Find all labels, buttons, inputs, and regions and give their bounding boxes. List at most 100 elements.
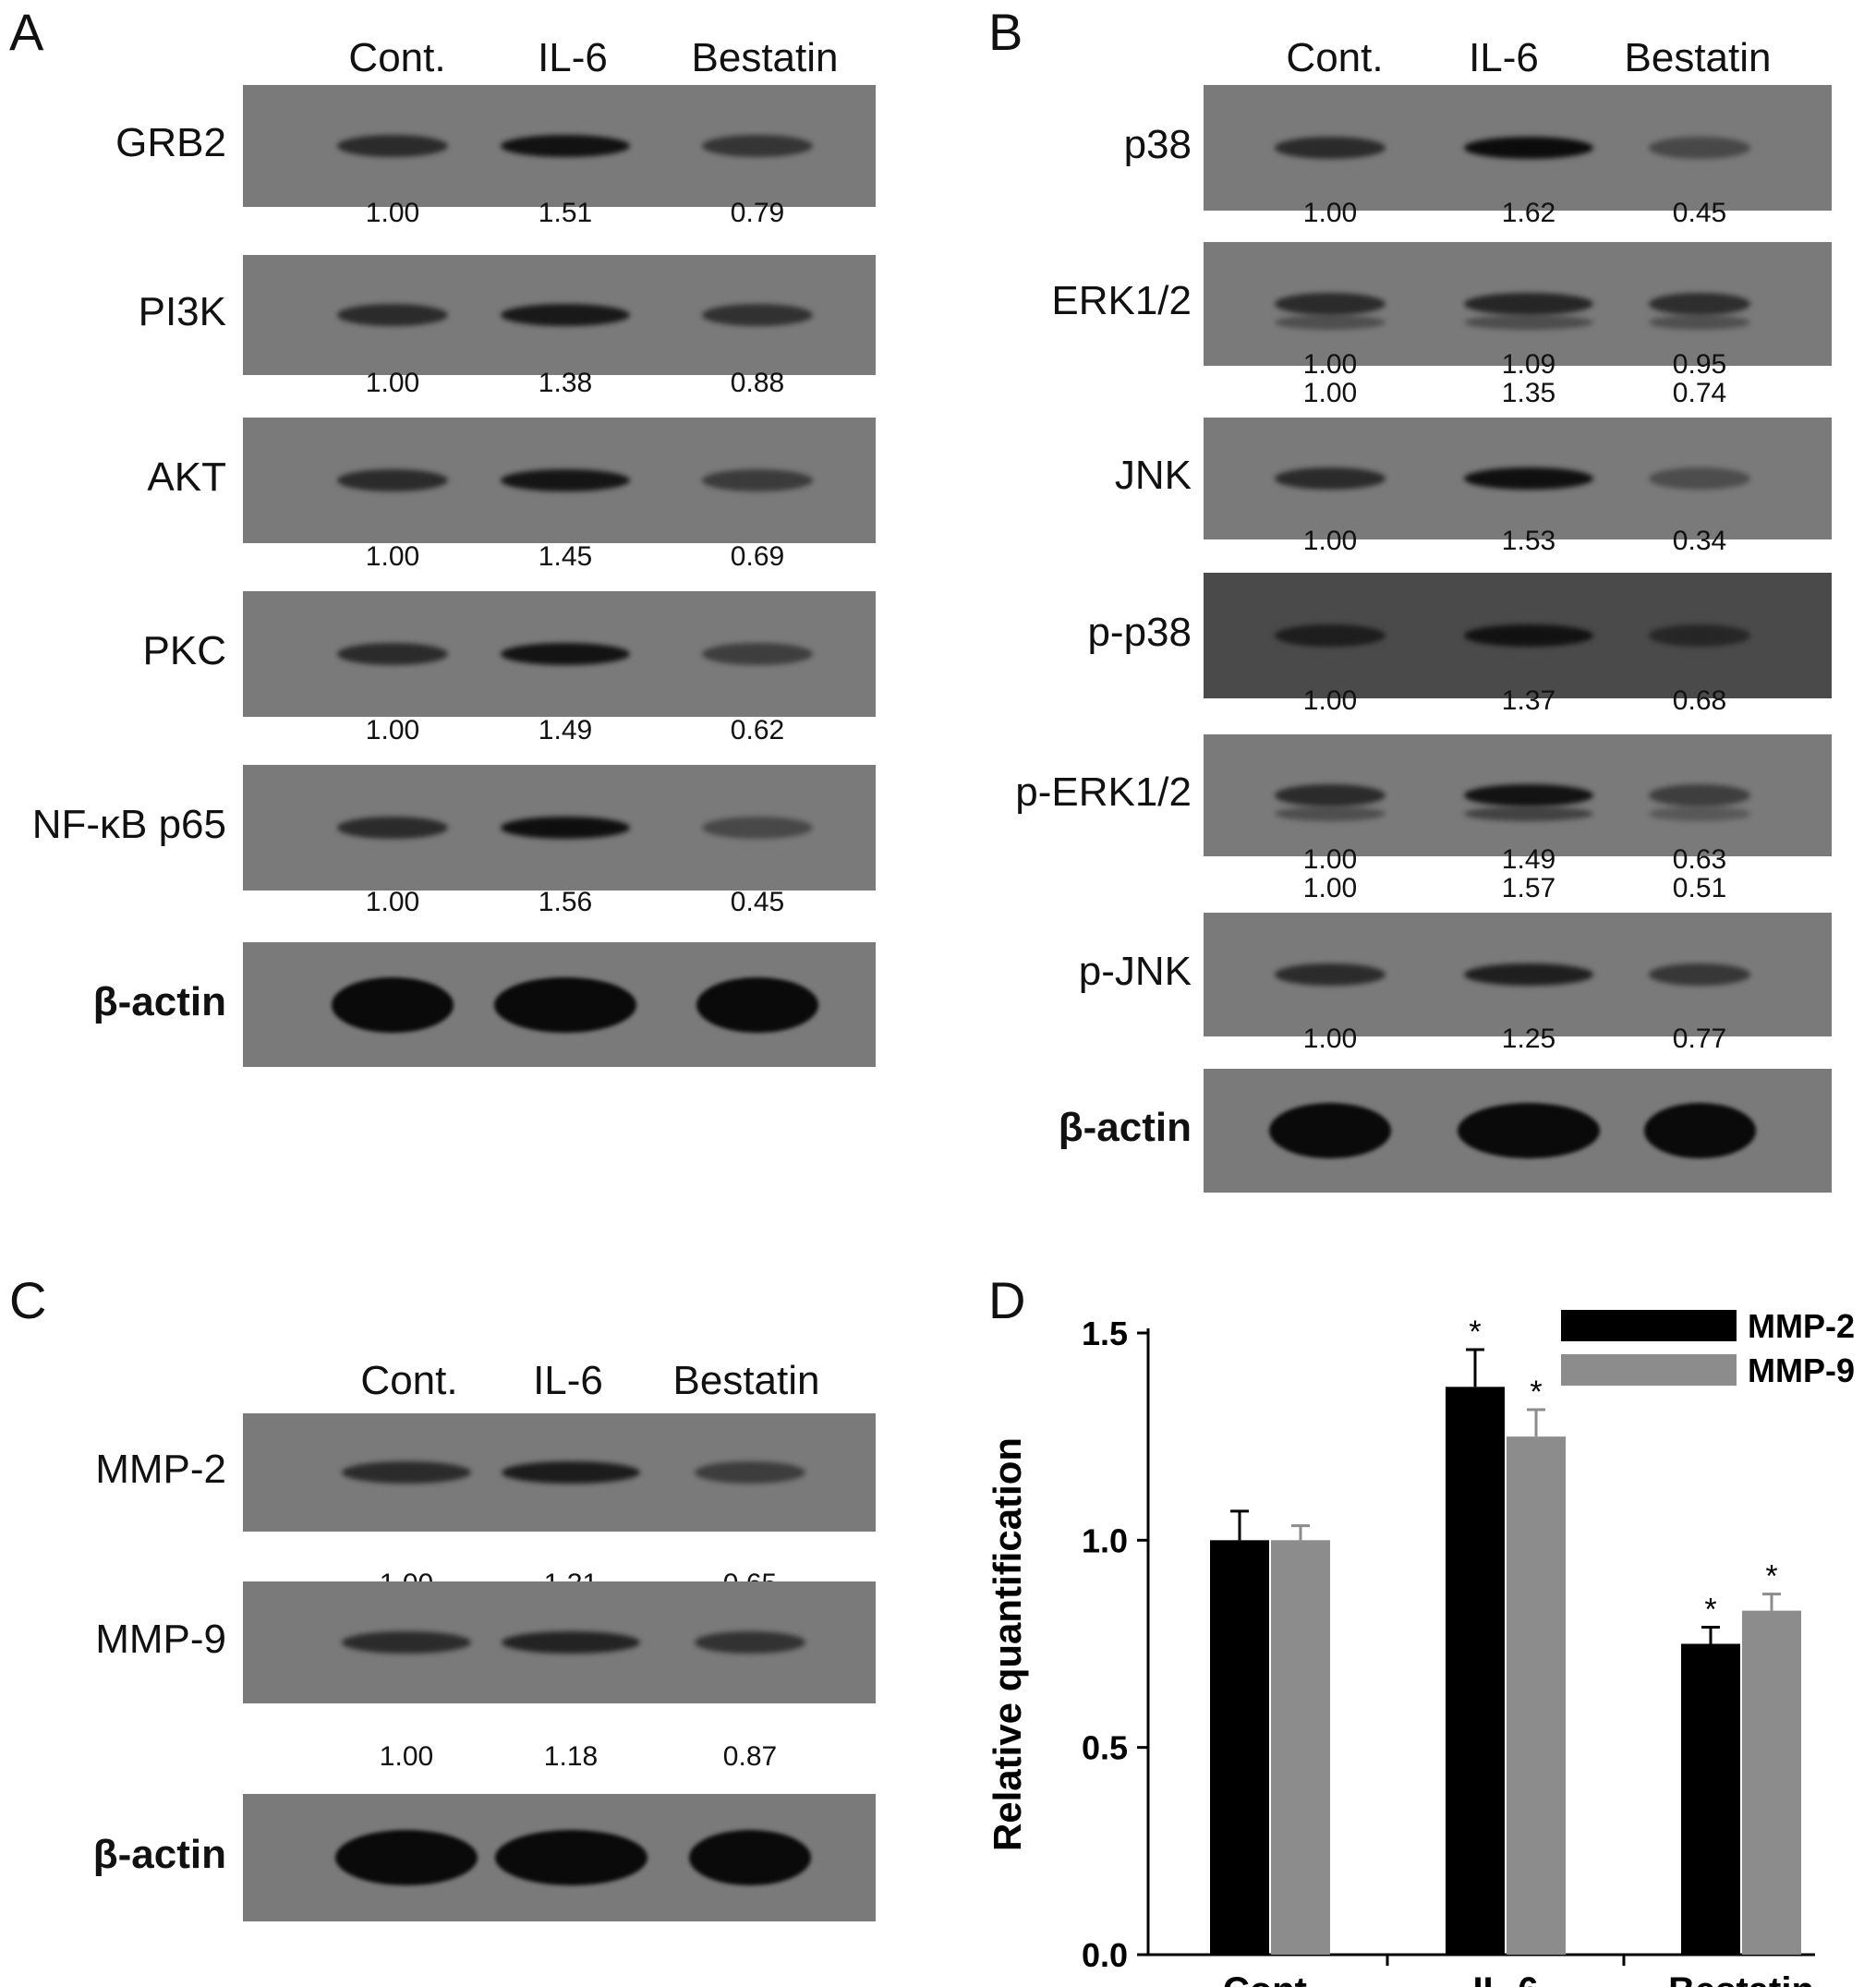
quant-value: 0.45 [1672, 198, 1727, 228]
column-header: Cont. [360, 1358, 458, 1403]
y-tick-label: 0.5 [1082, 1729, 1128, 1767]
panel-c-letter: C [9, 1271, 47, 1329]
column-header: Bestatin [672, 1358, 820, 1403]
blot-band [342, 1461, 471, 1484]
row-label: AKT [147, 454, 226, 500]
blot-band [337, 135, 448, 157]
bar-mmp-2 [1446, 1387, 1505, 1955]
quant-value: 1.00 [365, 368, 420, 398]
quant-value: 0.63 [1672, 844, 1727, 875]
blot-band [335, 1830, 478, 1885]
quant-value: 1.62 [1501, 198, 1556, 228]
row-label: p38 [1123, 122, 1192, 167]
blot-band [1643, 1103, 1756, 1158]
blot-band [337, 304, 448, 326]
blot-band [1275, 137, 1386, 159]
y-tick-label: 1.0 [1082, 1521, 1128, 1559]
blot-band [1464, 624, 1593, 647]
significance-marker: * [1704, 1593, 1716, 1628]
row-label: JNK [1114, 453, 1192, 498]
blot-band [1464, 784, 1593, 806]
quant-value: 1.00 [365, 887, 420, 917]
quant-value: 1.38 [538, 368, 593, 398]
significance-marker: * [1469, 1315, 1481, 1350]
blot-strip [1204, 418, 1832, 539]
panel-a-letter: A [9, 3, 44, 61]
legend-label: MMP-2 [1748, 1307, 1855, 1345]
quant-value: 1.09 [1501, 349, 1556, 380]
blot-band [1275, 315, 1386, 330]
blot-band [1275, 806, 1386, 821]
row-label: ERK1/2 [1051, 278, 1192, 323]
blot-strip [243, 418, 876, 543]
blot-band [502, 1631, 640, 1654]
blot-strip [1204, 573, 1832, 698]
quant-value: 1.00 [365, 715, 420, 745]
blot-band [1275, 624, 1386, 647]
blot-band [1464, 293, 1593, 315]
blot-band [501, 643, 630, 665]
row-label: β-actin [92, 1832, 226, 1877]
row-label: PI3K [138, 289, 226, 334]
quant-value: 1.53 [1501, 526, 1556, 556]
blot-strip [1204, 1069, 1832, 1193]
legend-swatch [1561, 1310, 1737, 1341]
blot-strip [243, 255, 876, 375]
row-label: MMP-2 [95, 1447, 226, 1492]
blot-band [689, 1830, 811, 1885]
column-header: IL-6 [533, 1358, 603, 1403]
quant-value: 1.56 [538, 887, 593, 917]
blot-band [337, 643, 448, 665]
blot-band [702, 643, 813, 665]
quant-value: 1.00 [1302, 198, 1358, 228]
y-axis-label: Relative quantification [986, 1437, 1029, 1851]
bar-mmp-9 [1507, 1436, 1566, 1955]
blot-band [1649, 806, 1750, 821]
quant-value: 0.62 [730, 715, 785, 745]
quant-value: 1.45 [538, 541, 593, 572]
x-tick-label: Cont. [1223, 1970, 1317, 1987]
quant-value: 1.49 [1501, 844, 1556, 875]
blot-band [1275, 963, 1386, 986]
row-label: p-p38 [1087, 610, 1192, 655]
blot-band [332, 976, 454, 1033]
blot-band [337, 817, 448, 839]
quant-value: 1.18 [543, 1741, 599, 1772]
blot-strip [1204, 242, 1832, 366]
blot-band [1464, 137, 1593, 159]
quant-value: 0.87 [722, 1741, 778, 1772]
column-header: IL-6 [538, 35, 608, 80]
row-label: GRB2 [115, 120, 226, 165]
y-tick-label: 1.5 [1082, 1315, 1128, 1352]
blot-band [1275, 784, 1386, 806]
blot-band [501, 469, 630, 491]
blot-band [696, 976, 818, 1033]
blot-strip [243, 765, 876, 891]
blot-strip [243, 1794, 876, 1921]
quant-value: 0.69 [730, 541, 785, 572]
column-header: Cont. [1286, 35, 1384, 80]
blot-band [1649, 467, 1750, 490]
blot-band [1275, 293, 1386, 315]
row-label: p-JNK [1078, 949, 1192, 994]
blot-strip [1204, 913, 1832, 1036]
blot-band [702, 469, 813, 491]
quant-value: 1.49 [538, 715, 593, 745]
row-label: PKC [142, 628, 226, 673]
blot-strip [243, 85, 876, 207]
panel-b-letter: B [988, 3, 1023, 61]
quant-value: 1.25 [1501, 1024, 1556, 1054]
quant-value: 1.00 [1302, 526, 1358, 556]
quant-value: 1.35 [1501, 378, 1556, 408]
blot-band [337, 469, 448, 491]
blot-band [702, 817, 813, 839]
blot-band [501, 304, 630, 326]
quant-value: 0.68 [1672, 685, 1727, 716]
row-label: β-actin [1058, 1105, 1192, 1150]
bar-mmp-2 [1681, 1643, 1740, 1955]
row-label: MMP-9 [95, 1617, 226, 1662]
quant-value: 0.45 [730, 887, 785, 917]
blot-band [695, 1461, 805, 1484]
blot-band [1649, 315, 1750, 330]
